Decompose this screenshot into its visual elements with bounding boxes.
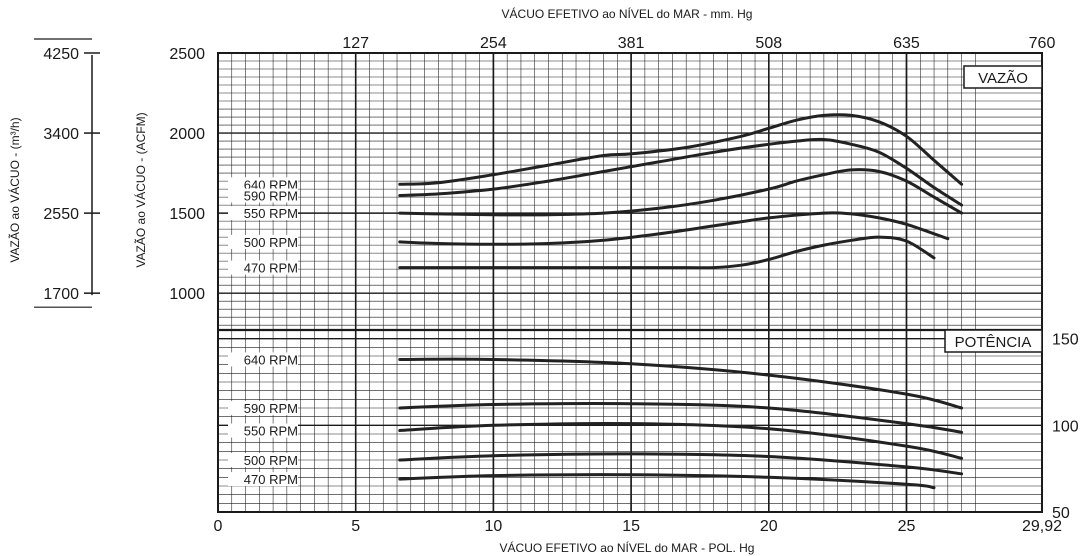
power-curve-640-rpm (398, 357, 964, 410)
x-top-tick-label: 381 (618, 35, 645, 52)
rpm-label-bg (228, 177, 298, 192)
far-left-tick-label: 2550 (43, 206, 79, 223)
flow-curve-470-rpm (398, 235, 936, 270)
power-rpm-label: 470 RPM (244, 472, 298, 487)
x-bottom-tick-label: 10 (485, 518, 503, 535)
x-top-tick-label: 254 (480, 35, 507, 52)
power-rpm-label: 550 RPM (244, 424, 298, 439)
power-curve-500-rpm (398, 452, 964, 476)
flow-rpm-label: 500 RPM (244, 235, 298, 250)
y-left-axis-title: VAZÃO ao VÁCUO - (ACFM) (133, 112, 148, 267)
grid-layer (34, 38, 1043, 513)
potencia-panel-label: POTÊNCIA (955, 334, 1032, 351)
flow-curve-640-rpm (398, 113, 964, 186)
flow-curve-550-rpm (398, 168, 964, 217)
rpm-label-bg (228, 188, 298, 203)
y-right-tick-label: 150 (1052, 332, 1079, 349)
power-curve-470-rpm (398, 473, 936, 490)
power-rpm-label: 640 RPM (244, 352, 298, 367)
x-top-tick-label: 635 (893, 35, 920, 52)
x-bottom-tick-label: 15 (622, 518, 640, 535)
vazao-label-box (963, 65, 1043, 89)
flow-rpm-label: 590 RPM (244, 189, 298, 204)
rpm-label-bg (228, 453, 298, 467)
plot-frame (217, 52, 1043, 513)
rpm-label-bg (228, 234, 298, 249)
power-rpm-label: 500 RPM (244, 453, 298, 468)
x-top-tick-label: 508 (755, 35, 782, 52)
power-curve-550-rpm (398, 421, 964, 460)
power-rpm-label: 590 RPM (244, 401, 298, 416)
power-curve-590-rpm (398, 401, 964, 434)
potencia-label-box (944, 329, 1043, 353)
y-right-tick-label: 100 (1052, 418, 1079, 435)
rpm-label-bg (228, 401, 298, 415)
flow-rpm-label: 470 RPM (244, 261, 298, 276)
y-left-tick-label: 1000 (169, 286, 205, 303)
text-layer: 1700255034004250100015002000250050100150… (43, 35, 1078, 535)
flow-curve-500-rpm (398, 211, 950, 246)
y-left-tick-label: 2000 (169, 126, 205, 143)
rpm-label-bg (228, 206, 298, 221)
vazao-panel-label: VAZÃO (978, 70, 1028, 87)
x-bottom-tick-label: 0 (214, 518, 223, 535)
far-left-tick-label: 4250 (43, 46, 79, 63)
curve-layer (398, 113, 964, 490)
x-top-axis-title: VÁCUO EFETIVO ao NÍVEL do MAR - mm. Hg (502, 6, 753, 21)
flow-rpm-label: 550 RPM (244, 206, 298, 221)
far-left-tick-label: 3400 (43, 126, 79, 143)
x-bottom-tick-label: 25 (898, 518, 916, 535)
rpm-label-bg (228, 352, 298, 367)
y-left-tick-label: 1500 (169, 206, 205, 223)
y-far-left-axis-title: VAZÃO ao VÁCUO - (m³/h) (7, 117, 22, 262)
x-bottom-axis-title: VÁCUO EFETIVO ao NÍVEL do MAR - POL. Hg (500, 540, 755, 555)
x-bottom-tick-label: 20 (760, 518, 778, 535)
x-bottom-tick-label: 29,92 (1022, 518, 1062, 535)
y-right-tick-label: 50 (1052, 505, 1070, 522)
far-left-tick-label: 1700 (43, 286, 79, 303)
rpm-label-bg (228, 472, 298, 487)
flow-curve-590-rpm (398, 137, 964, 207)
x-bottom-tick-label: 5 (351, 518, 360, 535)
x-top-tick-label: 760 (1029, 35, 1056, 52)
rpm-label-bg (228, 423, 298, 438)
y-left-tick-label: 2500 (169, 46, 205, 63)
rpm-label-bg (228, 260, 298, 275)
x-top-tick-label: 127 (342, 35, 369, 52)
